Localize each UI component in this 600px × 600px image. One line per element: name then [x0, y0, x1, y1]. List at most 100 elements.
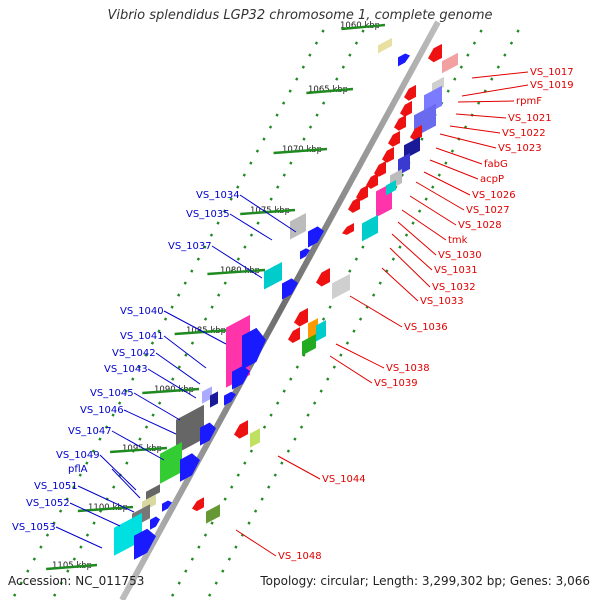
reverse-gene-label: VS_1039	[374, 378, 418, 389]
reverse-gene-label: VS_1048	[278, 551, 322, 562]
forward-gene-label: VS_1040	[120, 306, 164, 317]
scale-tick	[190, 269, 194, 273]
reverse-leader-line	[449, 125, 501, 134]
scale-tick	[321, 29, 325, 33]
gene-feature-glyph	[282, 278, 298, 300]
scale-tick	[214, 581, 218, 585]
forward-leader-line	[229, 213, 273, 241]
gene-feature-glyph	[388, 130, 400, 147]
gene-feature-glyph	[374, 160, 386, 177]
scale-tick	[104, 425, 109, 429]
scale-tick	[314, 41, 319, 45]
scale-tick	[302, 353, 306, 357]
reverse-gene-label: VS_1023	[498, 143, 542, 154]
scale-tick	[144, 353, 148, 357]
scale-tick	[302, 137, 306, 141]
scale-tick	[243, 245, 247, 249]
scale-tick	[345, 341, 350, 345]
scale-tick	[91, 449, 96, 453]
reverse-gene-label: VS_1019	[530, 80, 574, 91]
outer-reverse-scale	[208, 29, 520, 597]
forward-gene-label: pflA	[68, 464, 88, 475]
gene-feature-glyph	[316, 320, 326, 342]
forward-gene-label: VS_1042	[112, 348, 156, 359]
scale-tick	[203, 317, 208, 321]
forward-leader-line	[123, 409, 177, 435]
scale-tick	[262, 425, 267, 429]
scale-tick	[466, 53, 470, 57]
major-tick	[341, 23, 386, 31]
scale-tick	[210, 305, 214, 309]
scale-tick	[131, 377, 135, 381]
reverse-leader-line	[429, 159, 479, 180]
forward-leader-line	[111, 468, 141, 499]
forward-leader-line	[155, 352, 201, 385]
scale-tick	[79, 545, 83, 549]
gene-feature-glyph	[200, 422, 216, 446]
label-leader-lines	[55, 71, 529, 557]
reverse-leader-line	[391, 233, 433, 271]
scale-tick	[299, 425, 304, 429]
reverse-gene-label: VS_1027	[466, 205, 510, 216]
gene-feature-glyph	[394, 114, 406, 131]
gene-feature-glyph	[114, 512, 142, 556]
scale-tick	[256, 221, 260, 225]
scale-tick	[151, 413, 155, 417]
scale-tick	[183, 281, 187, 285]
scale-tick	[295, 77, 299, 81]
scale-tick	[372, 293, 376, 297]
map-title: Vibrio splendidus LGP32 chromosome 1, co…	[107, 8, 493, 23]
scale-tick	[59, 581, 63, 585]
scale-tick	[446, 89, 450, 93]
scale-tick	[163, 317, 168, 321]
gene-feature-glyph	[404, 84, 416, 101]
gene-feature-glyph	[146, 484, 160, 500]
scale-tick	[313, 401, 317, 405]
scale-tick	[275, 113, 279, 117]
scale-tick	[280, 461, 284, 465]
scale-tick	[286, 449, 291, 453]
scale-tick	[378, 281, 382, 285]
scale-tick	[65, 497, 69, 501]
scale-tick	[190, 557, 195, 561]
scale-tick	[411, 221, 415, 225]
gene-feature-glyph	[210, 391, 218, 408]
gene-feature-glyph	[134, 528, 156, 560]
scale-tick	[222, 209, 227, 213]
scale-tick	[45, 533, 50, 537]
reverse-gene-label: VS_1022	[502, 128, 546, 139]
major-tick	[240, 208, 296, 216]
scale-tick	[53, 593, 57, 597]
scale-tick	[177, 581, 181, 585]
scale-tick	[341, 65, 345, 69]
scale-tick	[52, 521, 56, 525]
scale-tick	[66, 569, 70, 573]
reverse-leader-line	[471, 71, 529, 79]
scale-tick	[247, 521, 251, 525]
gene-feature-glyph	[288, 327, 300, 343]
scale-tick	[322, 101, 326, 105]
scale-tick	[177, 365, 181, 369]
gene-feature-glyph	[294, 308, 308, 327]
gene-feature-glyph	[410, 124, 422, 141]
gene-feature-glyph	[234, 420, 248, 439]
gene-feature-glyph	[290, 212, 306, 240]
gene-feature-glyph	[308, 318, 318, 340]
scale-tick	[85, 461, 89, 465]
scale-tick	[112, 485, 116, 489]
scale-tick	[490, 77, 494, 81]
reverse-gene-label: VS_1017	[530, 67, 574, 78]
reverse-gene-label: VS_1032	[432, 282, 476, 293]
reverse-leader-line	[349, 295, 403, 328]
scale-tick	[158, 401, 162, 405]
scale-tick	[306, 413, 310, 417]
gene-feature-glyph	[404, 136, 420, 160]
forward-gene-label: VS_1051	[34, 481, 78, 492]
gene-feature-glyph	[316, 268, 330, 287]
genome-summary-text: Topology: circular; Length: 3,299,302 bp…	[260, 574, 590, 588]
reverse-gene-label: fabG	[484, 159, 508, 170]
forward-leader-line	[211, 245, 263, 279]
scale-tick	[157, 329, 161, 333]
scale-tick	[137, 365, 141, 369]
